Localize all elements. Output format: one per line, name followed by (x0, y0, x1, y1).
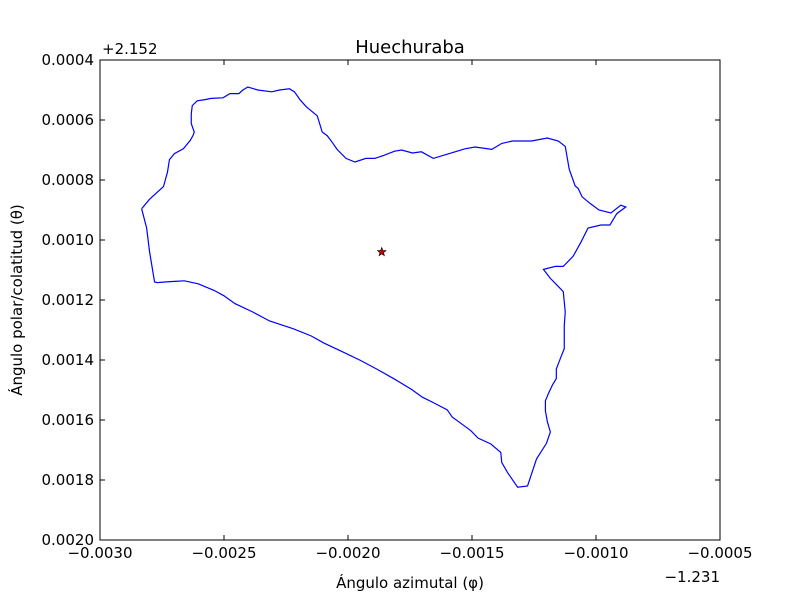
y-tick-label: 0.0010 (42, 231, 95, 249)
x-tick-label: −0.0015 (439, 544, 504, 562)
y-tick-label: 0.0014 (42, 351, 95, 369)
y-tick-label: 0.0004 (42, 51, 95, 69)
x-tick-label: −0.0030 (67, 544, 132, 562)
y-tick-label: 0.0020 (42, 531, 95, 549)
y-tick-label: 0.0006 (42, 111, 95, 129)
x-axis-label: Ángulo azimutal (φ) (336, 573, 484, 592)
x-tick-label: −0.0020 (315, 544, 380, 562)
x-axis: −0.0030 −0.0025 −0.0020 −0.0015 −0.0010 −0.00… (67, 60, 753, 562)
x-offset-label: −1.231 (664, 568, 720, 586)
centroid-star-marker (376, 246, 387, 257)
y-offset-label: +2.152 (102, 40, 158, 58)
y-tick-label: 0.0016 (42, 411, 95, 429)
y-tick-label: 0.0012 (42, 291, 95, 309)
y-axis-label: Ángulo polar/colatitud (θ) (7, 204, 26, 396)
series-line-huechuraba (141, 86, 628, 488)
markers-layer (376, 246, 387, 257)
x-tick-label: −0.0005 (687, 544, 752, 562)
x-tick-label: −0.0010 (563, 544, 628, 562)
x-tick-label: −0.0025 (191, 544, 256, 562)
chart-title: Huechuraba (355, 37, 465, 58)
y-tick-label: 0.0008 (42, 171, 95, 189)
y-axis: 0.0004 0.0006 0.0008 0.0010 0.0012 0.0014 0.00… (42, 51, 720, 549)
plot-area (141, 86, 628, 488)
y-tick-label: 0.0018 (42, 471, 95, 489)
